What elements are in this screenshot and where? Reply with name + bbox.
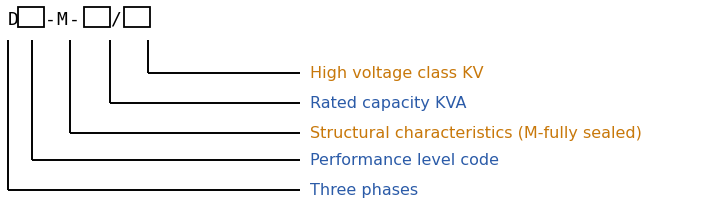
- Text: Performance level code: Performance level code: [310, 153, 499, 168]
- Bar: [124, 7, 150, 27]
- Bar: [84, 7, 110, 27]
- Text: Three phases: Three phases: [310, 182, 418, 198]
- Bar: [18, 7, 44, 27]
- Text: /: /: [111, 11, 122, 29]
- Text: High voltage class KV: High voltage class KV: [310, 65, 484, 81]
- Text: -: -: [68, 11, 79, 29]
- Text: M: M: [57, 11, 68, 29]
- Text: D: D: [8, 11, 19, 29]
- Text: Structural characteristics (M-fully sealed): Structural characteristics (M-fully seal…: [310, 125, 642, 141]
- Text: Rated capacity KVA: Rated capacity KVA: [310, 95, 467, 111]
- Text: -: -: [45, 11, 55, 29]
